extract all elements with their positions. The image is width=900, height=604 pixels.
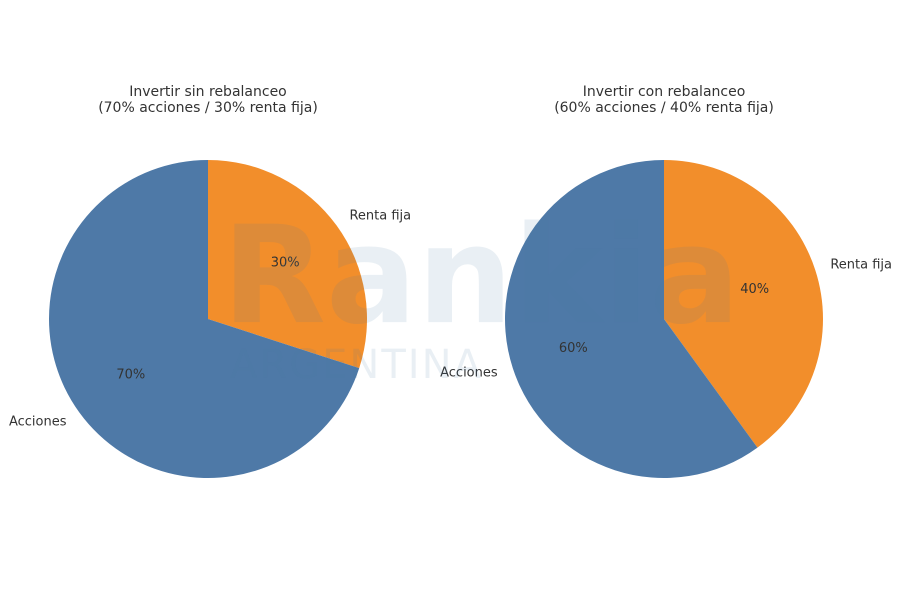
slice-label: Acciones [9,414,67,429]
chart-title: Invertir con rebalanceo [583,84,746,100]
pie-slice [664,160,823,448]
value-label: 70% [116,368,145,383]
watermark: Rankia [222,197,740,354]
chart-title: (60% acciones / 40% renta fija) [554,100,774,116]
pie-slice [504,160,758,478]
slice-label: Renta fija [830,257,892,272]
value-label: 30% [271,255,300,270]
slice-label: Renta fija [349,209,411,224]
value-label: 60% [559,341,588,356]
chart-title: (70% acciones / 30% renta fija) [98,100,318,116]
pie-slice [48,160,360,479]
watermark: ARGENTINA [230,342,483,388]
value-label: 40% [740,282,769,297]
slice-label: Acciones [440,366,498,381]
pie-slice [208,160,367,369]
chart-title: Invertir sin rebalanceo [129,84,287,100]
